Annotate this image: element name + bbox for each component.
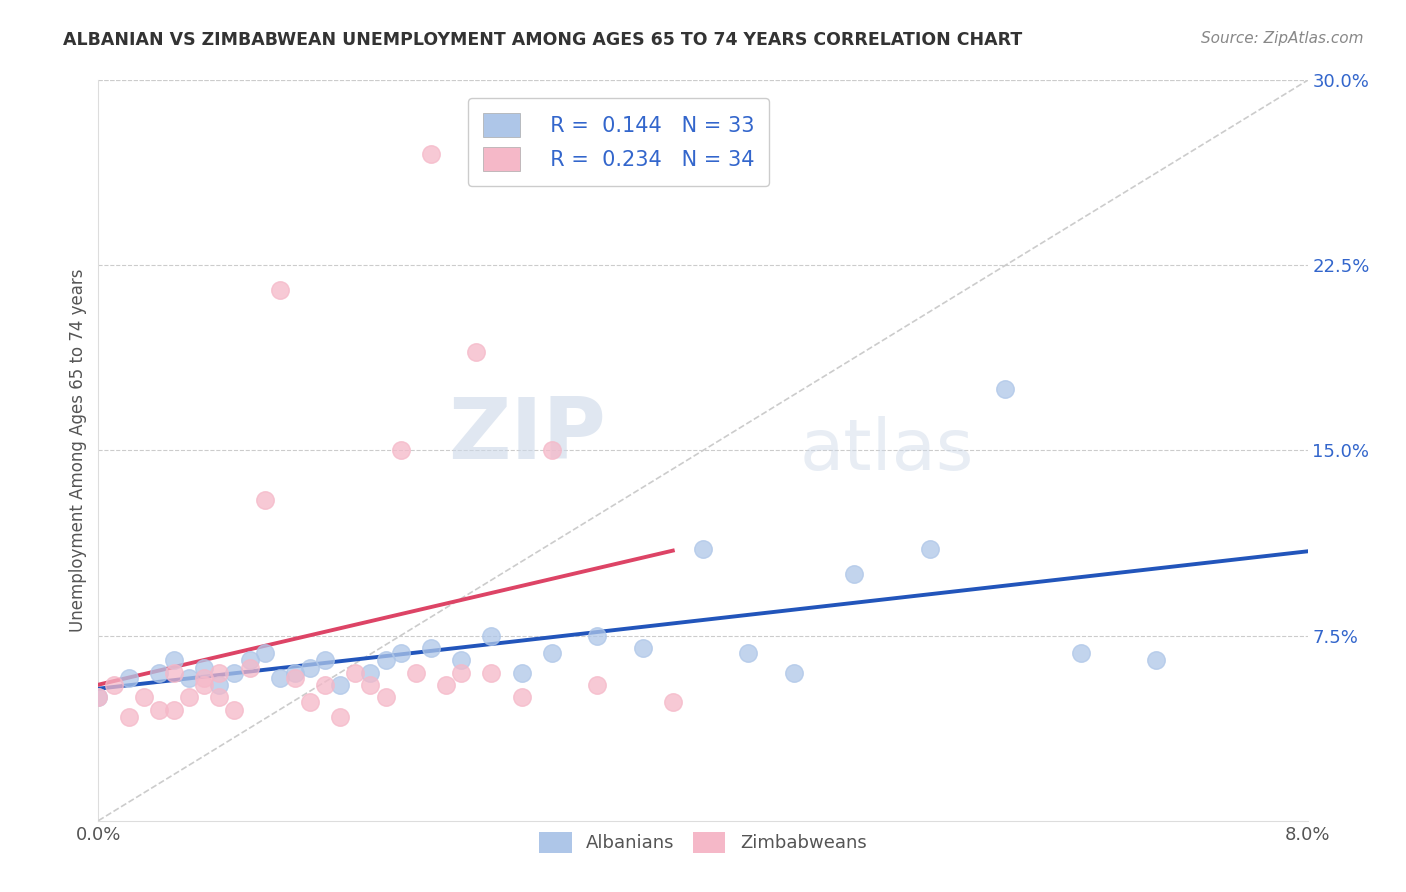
Point xyxy=(163,653,186,667)
Point xyxy=(208,665,231,680)
Legend: Albanians, Zimbabweans: Albanians, Zimbabweans xyxy=(533,824,873,860)
Point xyxy=(434,678,457,692)
Point xyxy=(360,665,382,680)
Point xyxy=(299,660,322,674)
Point xyxy=(118,671,141,685)
Point xyxy=(661,695,683,709)
Point xyxy=(510,690,533,705)
Point xyxy=(692,542,714,557)
Text: ZIP: ZIP xyxy=(449,394,606,477)
Point xyxy=(374,690,396,705)
Point xyxy=(284,665,307,680)
Point xyxy=(360,678,382,692)
Text: atlas: atlas xyxy=(800,416,974,485)
Point xyxy=(1070,646,1092,660)
Point xyxy=(405,665,427,680)
Point xyxy=(163,665,186,680)
Point xyxy=(586,628,609,642)
Point xyxy=(389,646,412,660)
Point xyxy=(329,678,352,692)
Point xyxy=(918,542,941,557)
Point xyxy=(193,671,215,685)
Point xyxy=(631,640,654,655)
Point xyxy=(224,703,246,717)
Point xyxy=(179,671,201,685)
Point xyxy=(481,665,503,680)
Point xyxy=(148,703,170,717)
Point xyxy=(118,710,141,724)
Point xyxy=(253,492,276,507)
Point xyxy=(269,671,291,685)
Point xyxy=(844,566,866,581)
Point xyxy=(208,690,231,705)
Point xyxy=(994,382,1017,396)
Point xyxy=(1146,653,1168,667)
Point xyxy=(269,283,291,297)
Point xyxy=(465,344,488,359)
Point xyxy=(737,646,759,660)
Point xyxy=(420,640,443,655)
Point xyxy=(540,443,562,458)
Point xyxy=(224,665,246,680)
Point xyxy=(481,628,503,642)
Point xyxy=(87,690,110,705)
Point xyxy=(389,443,412,458)
Point xyxy=(193,660,215,674)
Point xyxy=(344,665,367,680)
Point xyxy=(783,665,806,680)
Point xyxy=(163,703,186,717)
Point xyxy=(239,653,262,667)
Point xyxy=(284,671,307,685)
Point xyxy=(450,653,472,667)
Point xyxy=(239,660,262,674)
Point xyxy=(299,695,322,709)
Point xyxy=(314,653,336,667)
Point xyxy=(540,646,562,660)
Point xyxy=(253,646,276,660)
Point xyxy=(148,665,170,680)
Point xyxy=(450,665,472,680)
Text: ALBANIAN VS ZIMBABWEAN UNEMPLOYMENT AMONG AGES 65 TO 74 YEARS CORRELATION CHART: ALBANIAN VS ZIMBABWEAN UNEMPLOYMENT AMON… xyxy=(63,31,1022,49)
Point xyxy=(510,665,533,680)
Point xyxy=(586,678,609,692)
Text: Source: ZipAtlas.com: Source: ZipAtlas.com xyxy=(1201,31,1364,46)
Point xyxy=(87,690,110,705)
Point xyxy=(314,678,336,692)
Point xyxy=(374,653,396,667)
Point xyxy=(329,710,352,724)
Point xyxy=(208,678,231,692)
Point xyxy=(132,690,155,705)
Point xyxy=(103,678,125,692)
Point xyxy=(179,690,201,705)
Point xyxy=(420,147,443,161)
Point xyxy=(193,678,215,692)
Y-axis label: Unemployment Among Ages 65 to 74 years: Unemployment Among Ages 65 to 74 years xyxy=(69,268,87,632)
